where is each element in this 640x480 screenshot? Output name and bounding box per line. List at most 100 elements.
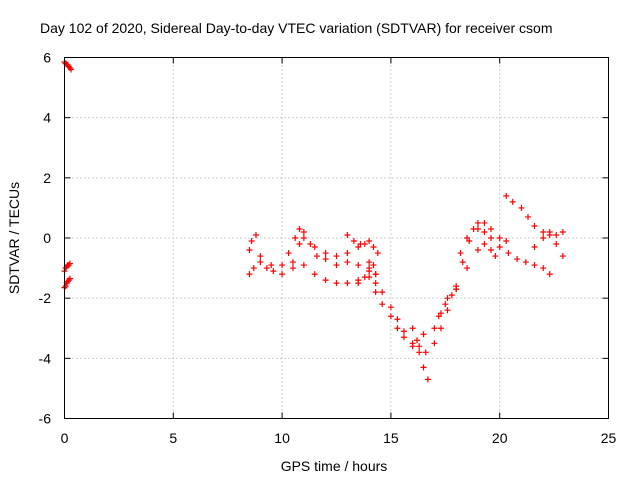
data-point <box>409 325 416 332</box>
data-point <box>322 256 329 263</box>
data-point <box>361 274 368 281</box>
x-tick-label: 5 <box>169 430 177 446</box>
data-point <box>279 271 286 278</box>
data-point <box>409 343 416 350</box>
grid-lines <box>64 57 609 419</box>
data-point <box>531 244 538 251</box>
data-point <box>464 235 471 241</box>
data-point <box>457 250 464 257</box>
data-point <box>437 310 444 317</box>
data-point <box>416 349 423 356</box>
data-point <box>453 286 460 293</box>
x-tick-label: 15 <box>383 430 399 446</box>
data-point <box>68 66 75 73</box>
data-point <box>459 259 466 266</box>
y-tick-label: 4 <box>43 110 51 126</box>
x-tick-label: 10 <box>274 430 290 446</box>
data-point <box>481 219 488 226</box>
data-point <box>481 241 488 248</box>
series-arc-g <box>372 289 421 350</box>
chart-title: Day 102 of 2020, Sidereal Day-to-day VTE… <box>40 20 553 36</box>
data-point <box>442 301 449 308</box>
data-point <box>503 192 510 199</box>
data-point <box>470 225 477 232</box>
y-tick-label: 6 <box>43 50 51 66</box>
data-point <box>487 235 494 241</box>
data-point <box>270 268 277 275</box>
data-point <box>370 262 377 269</box>
data-point <box>296 225 303 232</box>
data-point <box>424 376 431 383</box>
data-point <box>464 265 471 272</box>
data-point <box>481 228 488 235</box>
y-tick-labels: -6 -4 -2 0 2 4 6 <box>39 50 52 427</box>
data-point <box>246 247 253 254</box>
data-point <box>518 204 525 211</box>
data-point <box>300 262 307 269</box>
data-point <box>514 256 521 263</box>
data-point <box>344 259 351 266</box>
data-point <box>422 349 429 356</box>
data-point <box>62 283 69 290</box>
data-point <box>487 247 494 254</box>
data-point <box>437 325 444 332</box>
data-point <box>344 280 351 287</box>
series-arc-i <box>420 241 499 338</box>
data-point <box>66 275 73 282</box>
data-point <box>509 198 516 205</box>
data-point <box>344 231 351 238</box>
data-point <box>355 280 362 287</box>
data-point <box>252 231 259 238</box>
data-point <box>435 313 442 320</box>
y-axis-label: SDTVAR / TECUs <box>6 182 22 294</box>
data-point <box>307 241 314 248</box>
data-point <box>263 265 270 272</box>
y-tick-label: 0 <box>43 230 51 246</box>
data-point <box>357 241 364 248</box>
data-point <box>559 228 566 235</box>
data-point <box>431 325 438 332</box>
data-point <box>322 277 329 284</box>
data-point <box>333 253 340 260</box>
data-point <box>522 259 529 266</box>
data-point <box>474 219 481 226</box>
data-point <box>524 213 531 220</box>
data-point <box>466 238 473 245</box>
series-arc-c <box>289 235 368 266</box>
series-arc-e <box>355 262 377 287</box>
data-point <box>400 328 407 335</box>
data-point <box>379 301 386 308</box>
y-tick-label: -2 <box>39 290 52 306</box>
data-point <box>257 259 264 266</box>
data-point <box>246 271 253 278</box>
data-point <box>311 244 318 251</box>
series-arc-early-high <box>61 59 75 73</box>
data-point <box>531 262 538 269</box>
data-point <box>66 260 73 267</box>
data-point <box>285 250 292 257</box>
series-arc-early-low <box>61 275 73 291</box>
y-tick-label: 2 <box>43 170 51 186</box>
data-point <box>333 262 340 269</box>
data-point <box>553 231 560 238</box>
data-point <box>366 238 373 245</box>
data-point <box>540 235 547 241</box>
series-arc-d <box>344 231 381 257</box>
data-point <box>350 238 357 245</box>
data-point <box>374 250 381 257</box>
series-arc-l <box>503 192 566 260</box>
data-point <box>492 253 499 260</box>
data-point <box>366 268 373 275</box>
data-point <box>268 262 275 269</box>
data-point <box>248 238 255 245</box>
x-tick-labels: 0 5 10 15 20 25 <box>61 430 617 446</box>
data-point <box>322 250 329 257</box>
series-arc-k <box>457 219 510 257</box>
data-point <box>355 262 362 269</box>
data-point <box>400 334 407 341</box>
data-point <box>420 364 427 371</box>
data-point <box>250 265 257 272</box>
data-point <box>313 253 320 260</box>
data-point <box>296 241 303 248</box>
